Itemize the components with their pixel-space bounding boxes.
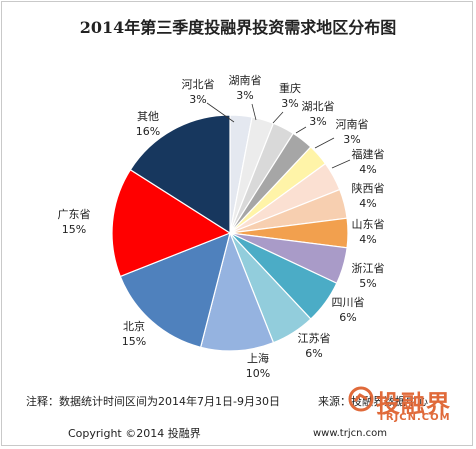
slice-label: 江苏省 [298, 332, 331, 345]
slice-value-label: 6% [305, 347, 322, 360]
leader-line [331, 159, 351, 169]
slice-value-label: 5% [359, 277, 376, 290]
pie-slice [119, 232, 231, 349]
pie-slice [199, 231, 275, 352]
leader-line [251, 103, 257, 121]
pie-slice [129, 114, 231, 235]
slice-label: 四川省 [332, 296, 365, 309]
leader-line [314, 137, 335, 149]
slice-value-label: 3% [189, 93, 206, 106]
slice-label: 福建省 [352, 147, 385, 161]
slice-label: 浙江省 [352, 262, 385, 275]
leader-line [206, 102, 235, 123]
copyright: Copyright ©2014 投融界 [68, 427, 201, 440]
pie-slice [111, 168, 232, 278]
slice-value-label: 10% [246, 367, 270, 380]
slice-label: 上海 [247, 351, 269, 365]
chart-title: 2014年第三季度投融界投资需求地区分布图 [79, 18, 397, 37]
leader-line [272, 111, 284, 124]
slice-value-label: 15% [62, 223, 86, 236]
slice-value-label: 15% [122, 335, 146, 348]
logo-url: TRJCN.COM [378, 412, 451, 423]
slice-value-label: 4% [359, 197, 376, 210]
slice-value-label: 6% [339, 311, 356, 324]
slice-value-label: 3% [309, 115, 326, 128]
slice-value-label: 4% [359, 163, 376, 176]
slice-label: 湖北省 [302, 100, 335, 113]
leader-line [295, 126, 307, 134]
slice-label: 其他 [137, 110, 159, 123]
slice-label: 陕西省 [352, 181, 385, 195]
slice-label: 河北省 [182, 78, 215, 91]
site-url: www.trjcn.com [313, 428, 387, 439]
slice-value-label: 3% [236, 89, 253, 102]
slice-label: 重庆 [279, 81, 301, 95]
slice-label: 北京 [123, 319, 145, 333]
logo-icon [348, 386, 374, 412]
slice-value-label: 3% [281, 97, 298, 110]
slice-label: 湖南省 [229, 74, 262, 87]
logo-text: 投融界 [376, 390, 451, 418]
slice-value-label: 16% [136, 125, 160, 138]
slice-value-label: 4% [359, 233, 376, 246]
slice-value-label: 3% [343, 133, 360, 146]
slice-label: 河南省 [336, 118, 369, 131]
slice-label: 广东省 [58, 208, 91, 221]
slice-label: 山东省 [352, 218, 385, 231]
footnote: 注释：数据统计时间区间为2014年7月1日-9月30日 [26, 395, 280, 408]
